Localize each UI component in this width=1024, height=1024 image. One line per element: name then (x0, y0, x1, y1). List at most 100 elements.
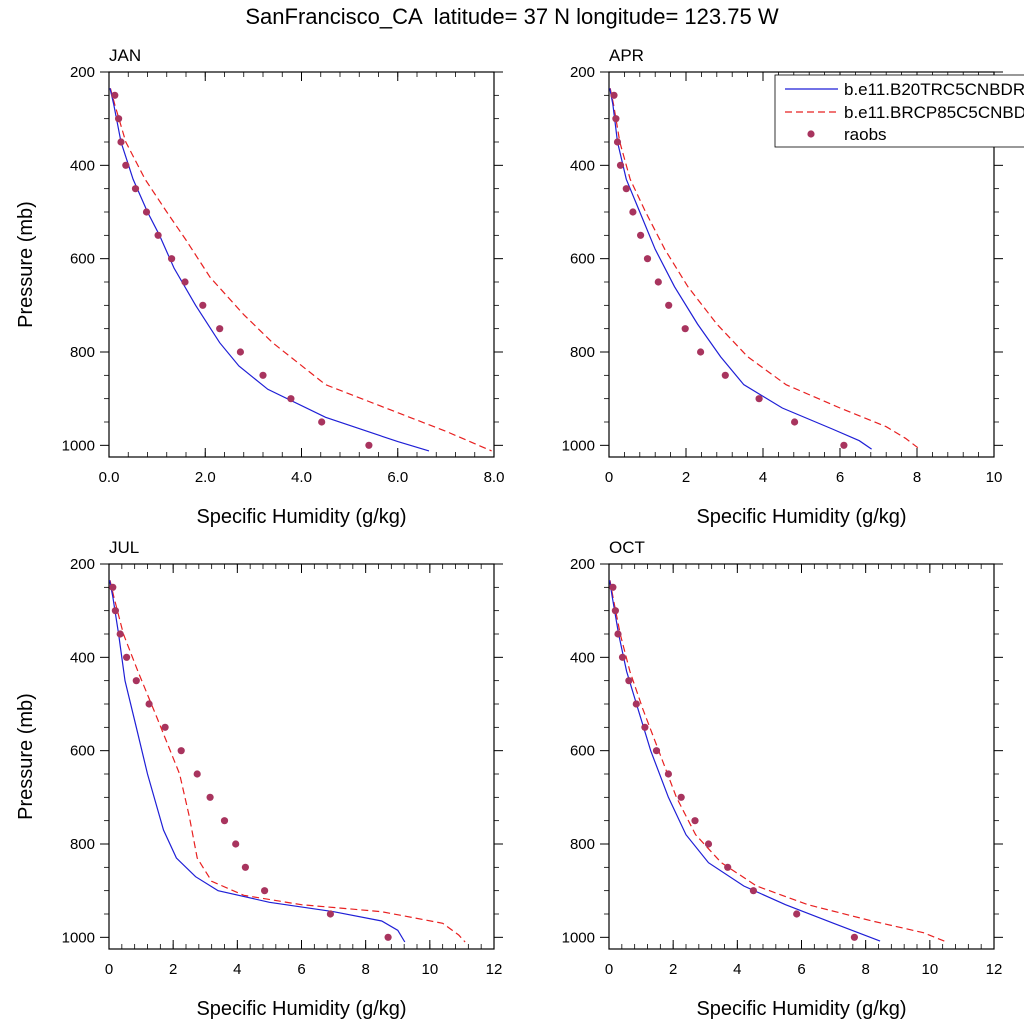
raobs-point (117, 138, 125, 146)
raobs-point (755, 395, 763, 403)
raobs-point (793, 910, 801, 918)
legend-label: b.e11.BRCP85C5CNBDRD (844, 103, 1024, 122)
panel-jul: 0 2 4 6 8 10 12 200 400 600 800 1000 JUL Specific Hum… (15, 538, 503, 1020)
panel-apr: 0 2 4 6 8 10 200 400 600 800 1000 APR Specific Humid… (562, 46, 1003, 528)
raobs-point (637, 231, 645, 239)
x-tick-label: 4.0 (291, 469, 312, 486)
raobs-point (610, 91, 618, 99)
x-tick-label: 2 (669, 961, 677, 978)
panel-title: JAN (109, 46, 141, 65)
series-line-20thc (609, 580, 881, 942)
raobs-point (791, 418, 799, 426)
y-tick-label: 200 (70, 556, 95, 573)
x-tick-label: 6.0 (387, 469, 408, 486)
raobs-point (261, 887, 269, 895)
raobs-point (749, 887, 758, 895)
y-tick-label: 400 (570, 157, 595, 174)
raobs-point (326, 910, 334, 918)
raobs-point (677, 793, 685, 801)
raobs-point (232, 840, 240, 848)
x-tick-label: 4 (733, 961, 741, 978)
y-tick-label: 800 (70, 344, 95, 361)
panel-jan: 0.0 2.0 4.0 6.0 8.0 200 400 600 800 1000 JAN Specif… (15, 46, 504, 528)
panel-oct: 0 2 4 6 8 10 12 200 400 600 800 1000 OCT Specific Hum… (562, 538, 1003, 1020)
raobs-point (652, 747, 661, 755)
x-tick-label: 6 (297, 961, 305, 978)
raobs-point (216, 325, 224, 333)
plot-frame (108, 563, 495, 950)
raobs-point (154, 231, 162, 239)
legend-swatch-dot (807, 130, 815, 138)
y-tick-label: 1000 (562, 437, 595, 454)
raobs-point (665, 301, 673, 309)
raobs-point (206, 793, 214, 801)
legend-label: b.e11.B20TRC5CNBDRD (844, 80, 1024, 99)
legend: b.e11.B20TRC5CNBDRD b.e11.BRCP85C5CNBDRD r… (774, 74, 1024, 148)
y-tick-label: 400 (70, 157, 95, 174)
panel-title: JUL (109, 538, 139, 557)
raobs-point (131, 185, 140, 193)
raobs-point (111, 607, 119, 615)
raobs-point (236, 348, 244, 356)
raobs-point (622, 185, 630, 193)
x-axis-label: Specific Humidity (g/kg) (196, 998, 406, 1020)
y-tick-label: 200 (570, 64, 595, 81)
x-tick-label: 4 (759, 469, 767, 486)
x-tick-label: 6 (836, 469, 844, 486)
figure-title: SanFrancisco_CA latitude= 37 N longitude… (245, 4, 779, 29)
x-axis-label: Specific Humidity (g/kg) (696, 506, 906, 528)
x-tick-label: 0 (605, 961, 613, 978)
x-tick-label: 12 (486, 961, 503, 978)
y-tick-label: 800 (570, 836, 595, 853)
y-axis-label: Pressure (mb) (15, 693, 37, 820)
raobs-point (611, 607, 620, 615)
raobs-point (654, 278, 662, 286)
x-tick-label: 2.0 (195, 469, 216, 486)
raobs-point (111, 91, 119, 99)
raobs-point (616, 161, 625, 169)
x-tick-label: 4 (233, 961, 241, 978)
raobs-point (181, 278, 189, 286)
x-tick-label: 0 (105, 961, 113, 978)
raobs-point (609, 583, 617, 591)
raobs-point (618, 653, 627, 661)
raobs-point (614, 630, 622, 638)
legend-label: raobs (844, 125, 887, 144)
raobs-point (664, 770, 673, 778)
raobs-point (142, 208, 151, 216)
series-line-20thc (609, 88, 872, 450)
raobs-point (681, 325, 689, 333)
raobs-point (177, 747, 185, 755)
raobs-point (123, 653, 131, 661)
x-tick-label: 8 (913, 469, 921, 486)
series-line-rcp85 (109, 88, 492, 452)
y-tick-label: 600 (70, 743, 95, 760)
series-line-20thc (109, 88, 430, 452)
y-tick-label: 600 (570, 743, 595, 760)
y-tick-label: 1000 (562, 929, 595, 946)
raobs-point (641, 723, 649, 731)
raobs-point (632, 700, 640, 708)
plot-frame (608, 71, 995, 458)
raobs-point (384, 933, 392, 941)
raobs-point (259, 371, 267, 379)
x-tick-label: 2 (169, 961, 177, 978)
y-tick-label: 400 (570, 649, 595, 666)
x-tick-label: 8 (861, 961, 869, 978)
raobs-point (721, 371, 729, 379)
x-tick-label: 8 (361, 961, 369, 978)
raobs-point (697, 348, 705, 356)
y-tick-label: 600 (70, 251, 95, 268)
x-tick-label: 6 (797, 961, 805, 978)
y-tick-label: 1000 (62, 437, 95, 454)
series-line-rcp85 (609, 580, 945, 942)
raobs-point (613, 138, 622, 146)
y-tick-label: 200 (70, 64, 95, 81)
raobs-point (220, 817, 229, 825)
raobs-point (145, 700, 153, 708)
raobs-point (691, 817, 699, 825)
plot-frame (608, 563, 995, 950)
y-tick-label: 800 (570, 344, 595, 361)
plot-frame (108, 71, 495, 458)
raobs-point (193, 770, 201, 778)
